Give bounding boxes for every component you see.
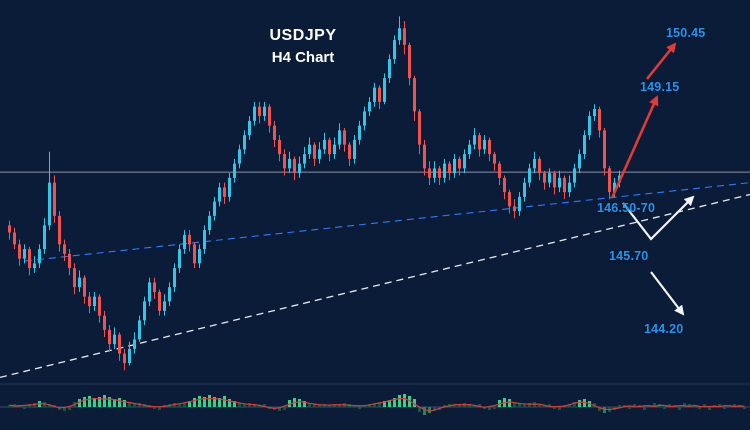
forecast-arrows-layer: [610, 42, 695, 316]
breakdown-target-label: 144.20: [644, 322, 684, 336]
pullback-level-label: 145.70: [609, 249, 649, 263]
candles-layer: [8, 16, 621, 371]
trendlines-layer: [0, 171, 750, 379]
chart-title: USDJPY H4 Chart: [253, 24, 353, 69]
indicator-signal-line: [9, 397, 745, 412]
price-target-label-149-15: 149.15: [640, 80, 680, 94]
symbol-title: USDJPY: [269, 27, 337, 44]
timeframe-title: H4 Chart: [271, 49, 335, 67]
indicator-histogram: [8, 394, 746, 415]
support-zone-label: 146.50-70: [597, 201, 656, 215]
price-target-label-150-45: 150.45: [666, 26, 706, 40]
